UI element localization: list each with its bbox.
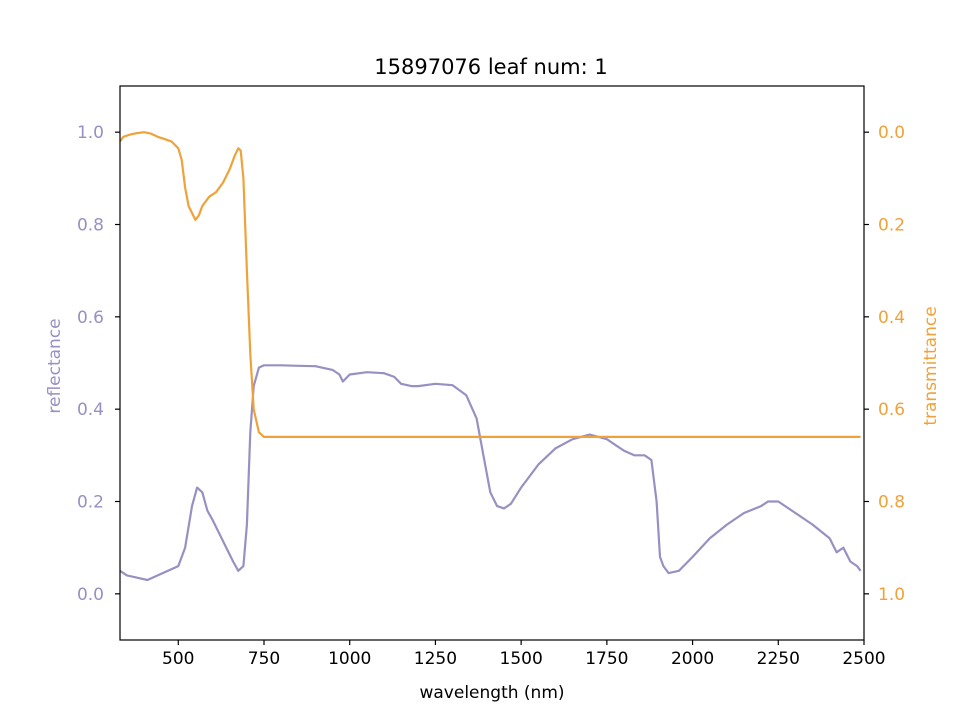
- right-y-axis: 0.0 0.2 0.4 0.6 0.8 1.0: [864, 123, 905, 605]
- x-tick-label: 1250: [414, 649, 457, 669]
- x-tick-label: 1500: [500, 649, 543, 669]
- transmittance-series-line: [119, 131, 861, 438]
- right-y-tick-label: 0.4: [878, 308, 905, 328]
- left-y-tick-label: 0.0: [77, 585, 104, 605]
- left-y-tick-label: 0.6: [77, 308, 104, 328]
- right-y-axis-label: transmittance: [921, 306, 941, 425]
- right-y-tick-label: 0.2: [878, 216, 905, 236]
- x-tick-label: 2250: [757, 649, 800, 669]
- x-tick-label: 2500: [842, 649, 885, 669]
- right-y-tick-label: 0.0: [878, 123, 905, 143]
- left-y-axis: 0.0 0.2 0.4 0.6 0.8 1.0: [77, 123, 120, 605]
- x-tick-label: 500: [162, 649, 194, 669]
- right-y-tick-label: 0.8: [878, 493, 905, 513]
- left-y-tick-label: 0.8: [77, 216, 104, 236]
- right-y-tick-label: 1.0: [878, 585, 905, 605]
- left-y-tick-label: 0.2: [77, 493, 104, 513]
- x-tick-label: 1750: [585, 649, 628, 669]
- left-y-tick-label: 1.0: [77, 123, 104, 143]
- chart-title: 15897076 leaf num: 1: [374, 55, 607, 79]
- reflectance-series-line: [119, 364, 862, 582]
- x-axis-label: wavelength (nm): [419, 683, 564, 703]
- x-tick-label: 750: [248, 649, 280, 669]
- x-tick-label: 1000: [328, 649, 371, 669]
- x-axis: 500 750 1000 1250 1500 1750 2000 2250 2500: [162, 640, 886, 669]
- left-y-axis-label: reflectance: [45, 318, 65, 413]
- left-y-tick-label: 0.4: [77, 400, 104, 420]
- x-tick-label: 2000: [671, 649, 714, 669]
- axes-frame: [119, 85, 865, 641]
- plot-area: [119, 131, 862, 582]
- right-y-tick-label: 0.6: [878, 400, 905, 420]
